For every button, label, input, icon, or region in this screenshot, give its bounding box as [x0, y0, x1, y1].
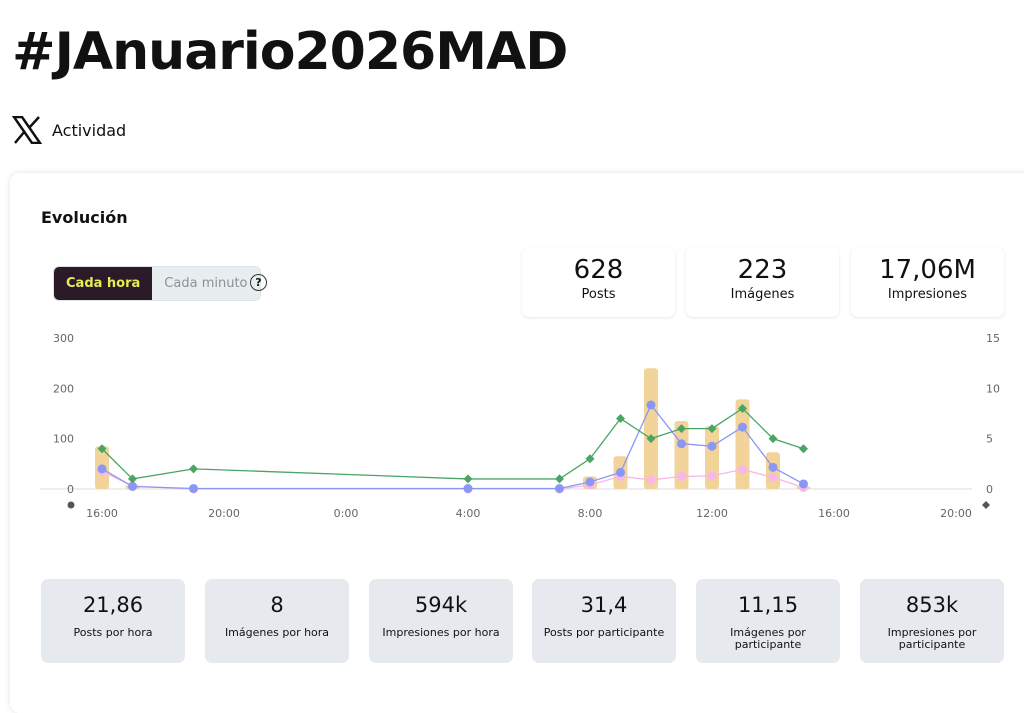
stat-impressions-per-hour: 594k Impresiones por hora [369, 579, 513, 663]
left-tick-label: 300 [53, 332, 74, 345]
series-point [128, 474, 137, 484]
series-point [189, 464, 198, 474]
page-title: #JAnuario2026MAD [12, 22, 568, 82]
series-point [738, 403, 747, 413]
kpi-images: 223 Imágenes [686, 247, 839, 317]
series-point [189, 483, 198, 493]
kpi-impressions: 17,06M Impresiones [851, 247, 1004, 317]
series-point [616, 414, 625, 424]
series-point [799, 444, 808, 454]
stat-value: 11,15 [737, 593, 799, 617]
stat-value: 31,4 [580, 593, 628, 617]
stat-images-per-hour: 8 Imágenes por hora [205, 579, 349, 663]
x-tick-label: 4:00 [456, 507, 481, 520]
series-point [768, 434, 778, 444]
platform-row: Actividad [12, 116, 126, 144]
series-point [799, 479, 808, 489]
series-point [707, 424, 717, 434]
series-point [738, 464, 747, 474]
series-point [463, 483, 473, 493]
series-point [677, 471, 686, 481]
stat-images-per-participant: 11,15 Imágenes por participante [696, 579, 840, 663]
x-tick-label: 16:00 [86, 507, 118, 520]
series-point [707, 441, 717, 451]
kpi-label: Impresiones [887, 287, 968, 302]
kpi-value: 17,06M [879, 255, 976, 285]
x-tick-label: 20:00 [940, 507, 972, 520]
stat-impressions-per-participant: 853k Impresiones por participante [860, 579, 1004, 663]
kpi-value: 628 [573, 255, 624, 285]
x-tick-label: 8:00 [578, 507, 603, 520]
stat-label: Imágenes por hora [224, 626, 330, 639]
x-tick-label: 20:00 [208, 507, 240, 520]
x-tick-label: 12:00 [696, 507, 728, 520]
left-axis-circle-marker [67, 501, 75, 509]
left-tick-label: 0 [67, 483, 74, 496]
impressions-bar [674, 421, 689, 489]
stat-label: Impresiones por hora [382, 626, 500, 639]
stat-label: Posts por participante [543, 626, 665, 639]
evolution-chart: 0 100 200 300 0 5 10 15 16:00 20:00 0:00 4:00 8:00 12… [40, 332, 1000, 520]
series-point [97, 444, 107, 454]
x-tick-label: 0:00 [334, 507, 359, 520]
series-point [738, 422, 747, 432]
right-axis-diamond-marker [982, 501, 990, 509]
left-tick-label: 200 [53, 382, 74, 395]
stat-value: 853k [905, 593, 959, 617]
series-line [101, 468, 804, 490]
series-point [585, 477, 595, 487]
stat-label: Imágenes por participante [730, 626, 806, 651]
stat-label: Impresiones por participante [887, 626, 977, 651]
series-point [646, 434, 656, 444]
series-point [707, 471, 717, 481]
kpi-label: Posts [581, 287, 616, 302]
series-point [616, 467, 625, 477]
right-tick-label: 15 [986, 332, 1000, 345]
series-point [463, 474, 473, 484]
toggle-cada-minuto[interactable]: Cada minuto [152, 267, 260, 300]
series-point [555, 474, 564, 484]
right-tick-label: 0 [986, 483, 993, 496]
kpi-label: Imágenes [730, 287, 795, 302]
section-label: Actividad [52, 120, 127, 140]
series-point [97, 464, 107, 474]
granularity-toggle[interactable]: Cada hora Cada minuto [53, 266, 261, 301]
kpi-posts: 628 Posts [522, 247, 675, 317]
x-logo-icon [12, 116, 42, 144]
right-tick-label: 10 [986, 382, 1000, 395]
stat-posts-per-participant: 31,4 Posts por participante [532, 579, 676, 663]
stat-value: 8 [270, 593, 284, 617]
series-point [646, 400, 656, 410]
help-icon[interactable]: ? [250, 274, 267, 291]
series-point [646, 475, 656, 485]
series-point [768, 472, 778, 482]
stat-label: Posts por hora [73, 626, 153, 639]
stat-value: 594k [414, 593, 468, 617]
impressions-bar [644, 368, 658, 489]
toggle-cada-hora[interactable]: Cada hora [54, 267, 153, 300]
series-point [585, 454, 595, 464]
stat-value: 21,86 [82, 593, 144, 617]
evolution-title: Evolución [41, 208, 128, 227]
series-point [128, 481, 137, 491]
series-point [677, 439, 686, 449]
series-point [677, 424, 686, 434]
stat-posts-per-hour: 21,86 Posts por hora [41, 579, 185, 663]
x-tick-label: 16:00 [818, 507, 850, 520]
kpi-value: 223 [737, 255, 788, 285]
series-line [101, 407, 804, 480]
series-point [768, 462, 778, 472]
series-point [555, 483, 564, 493]
left-tick-label: 100 [53, 433, 74, 446]
right-tick-label: 5 [986, 433, 993, 446]
